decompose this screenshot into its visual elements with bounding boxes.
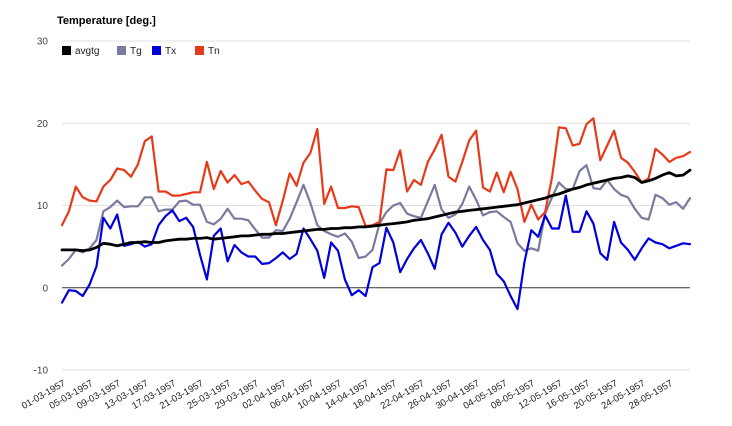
- legend-swatch-Tx: [152, 46, 161, 55]
- legend-swatch-Tn: [195, 46, 204, 55]
- y-tick-label: 30: [37, 37, 49, 48]
- legend-swatch-avgtg: [62, 46, 71, 55]
- legend-label-Tg: Tg: [130, 46, 142, 57]
- x-axis-ticks: 01-03-195705-03-195709-03-195713-03-1957…: [20, 378, 675, 412]
- legend-label-Tx: Tx: [165, 46, 176, 57]
- y-tick-label: 0: [42, 283, 48, 294]
- chart-title: Temperature [deg.]: [57, 15, 156, 27]
- legend-label-Tn: Tn: [208, 46, 220, 57]
- y-tick-label: 20: [37, 119, 49, 130]
- legend-label-avgtg: avgtg: [75, 46, 99, 57]
- y-axis-ticks: -10 0 10 20 30: [34, 37, 49, 377]
- series-lines: [60, 117, 692, 311]
- series-line-Tx: [60, 194, 692, 311]
- series-line-Tg: [60, 164, 692, 267]
- legend: avgtg Tg Tx Tn: [62, 46, 220, 57]
- legend-swatch-Tg: [117, 46, 126, 55]
- gridlines: [62, 40, 690, 371]
- y-tick-label: -10: [34, 366, 49, 377]
- series-line-avgtg: [60, 168, 692, 253]
- y-tick-label: 10: [37, 201, 49, 212]
- series-line-Tn: [60, 117, 692, 228]
